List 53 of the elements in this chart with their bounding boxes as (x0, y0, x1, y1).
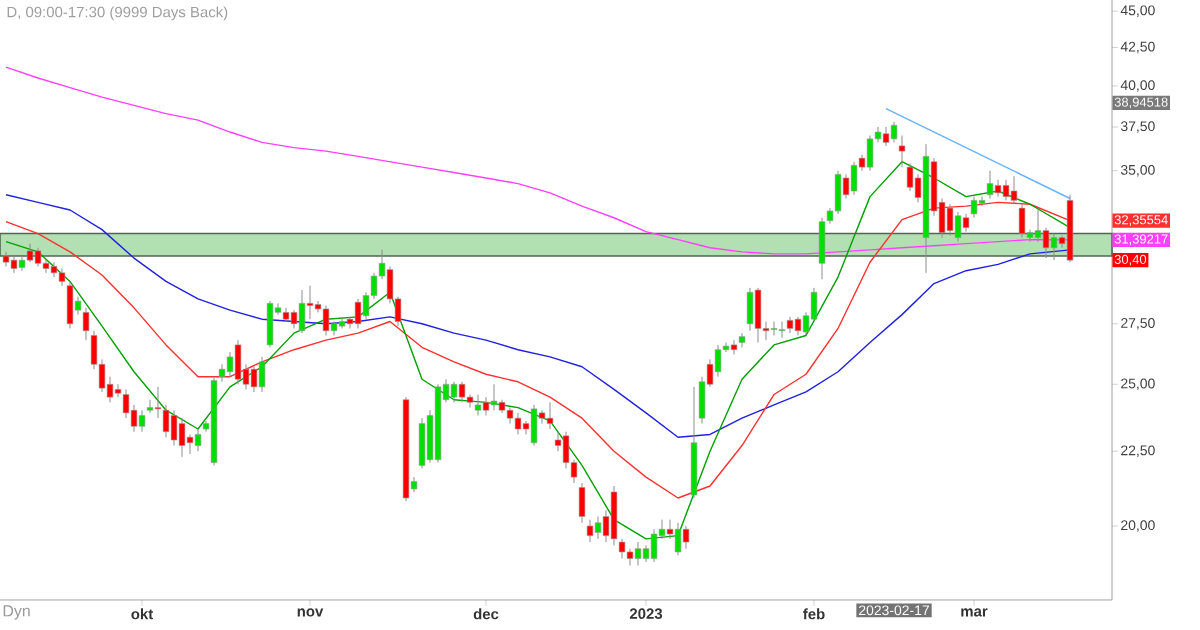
candlestick (650, 528, 658, 563)
line-series (5, 201, 1071, 499)
candlestick (746, 287, 754, 332)
candlestick (674, 522, 682, 556)
candlestick (954, 211, 962, 243)
candlestick (1050, 233, 1058, 261)
candlestick (1018, 203, 1026, 239)
candlestick (178, 417, 186, 458)
candlestick (34, 247, 42, 267)
candlestick (138, 409, 146, 433)
candlestick (882, 126, 890, 147)
candlestick (634, 541, 642, 566)
candlestick (578, 482, 586, 524)
candlestick (1002, 179, 1010, 201)
candlestick (530, 404, 538, 447)
candlestick (586, 519, 594, 543)
candlestick (546, 401, 554, 430)
candlestick (10, 255, 18, 274)
candlestick (730, 339, 738, 356)
candlestick (754, 287, 762, 344)
candlestick (986, 170, 994, 199)
candlestick (458, 381, 466, 403)
candlestick (194, 428, 202, 452)
candlestick (738, 332, 746, 348)
candlestick (226, 351, 234, 378)
candlestick (770, 321, 778, 336)
candlestick (682, 525, 690, 550)
candlestick (234, 339, 242, 385)
candlestick (778, 321, 786, 339)
candlestick (26, 243, 34, 263)
candlestick (514, 412, 522, 435)
candlestick (322, 305, 330, 336)
candlestick (450, 381, 458, 403)
candlestick (850, 161, 858, 196)
candlestick (258, 356, 266, 393)
candlestick (1010, 175, 1018, 205)
line-series (5, 194, 1071, 438)
candlestick (474, 394, 482, 417)
candlestick (290, 309, 298, 329)
candlestick (490, 383, 498, 411)
candlestick (418, 417, 426, 469)
candlestick (1034, 209, 1042, 243)
candlestick (610, 485, 618, 546)
candlestick (298, 289, 306, 334)
candlestick (946, 203, 954, 237)
candlestick (50, 261, 58, 278)
candlestick (794, 316, 802, 336)
candlestick (266, 300, 274, 348)
candlestick (866, 134, 874, 172)
candlestick (354, 298, 362, 329)
candlestick (594, 516, 602, 540)
candlestick (250, 366, 258, 393)
candlestick (994, 179, 1002, 198)
